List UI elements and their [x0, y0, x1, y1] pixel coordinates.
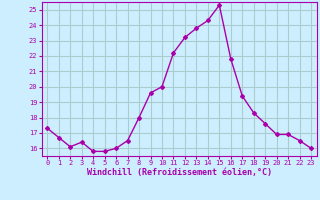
X-axis label: Windchill (Refroidissement éolien,°C): Windchill (Refroidissement éolien,°C): [87, 168, 272, 177]
